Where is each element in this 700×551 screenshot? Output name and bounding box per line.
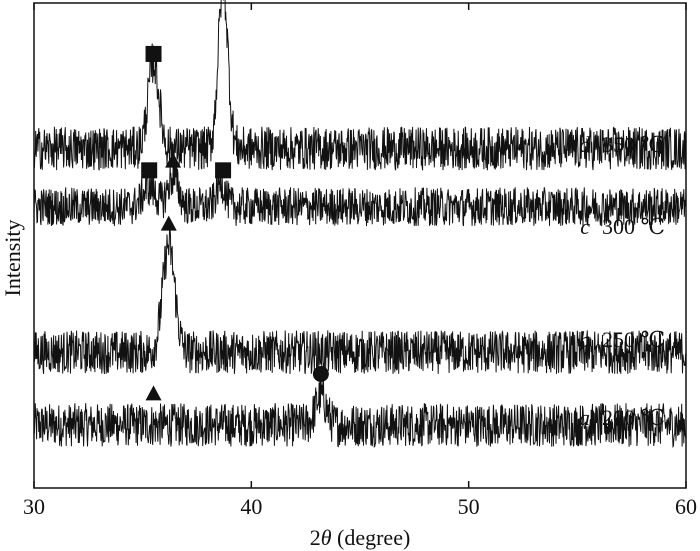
x-tick-label: 60	[675, 494, 697, 519]
series-line-d	[33, 0, 687, 171]
series-line-b	[33, 227, 687, 375]
square-marker	[215, 162, 232, 179]
triangle-marker	[160, 215, 177, 231]
triangle-marker	[165, 152, 182, 168]
triangle-marker	[145, 385, 162, 401]
series-label-letter: d	[579, 132, 591, 157]
x-axis-label: 2θ (degree)	[310, 525, 411, 550]
series-label-letter: c	[580, 214, 590, 239]
series-labels: a 200 ℃ b 250 ℃ c 300 ℃ d 350 ℃	[579, 132, 665, 430]
x-tick-label: 50	[458, 494, 480, 519]
series-label-letter: b	[579, 327, 590, 352]
series-line-c	[33, 164, 687, 227]
square-marker	[145, 45, 162, 62]
plot-area-frame	[33, 2, 687, 489]
series-line-a	[33, 377, 687, 449]
marker-layer	[141, 45, 329, 401]
series-label-temp: 300 ℃	[602, 214, 665, 239]
series-label-temp: 350 ℃	[602, 132, 665, 157]
circle-marker	[312, 366, 329, 383]
series-label-temp: 200 ℃	[602, 405, 665, 430]
square-marker	[141, 162, 158, 179]
series-layer	[33, 0, 687, 449]
x-tick-label: 30	[23, 494, 45, 519]
series-label-letter: a	[579, 405, 590, 430]
series-label-temp: 250 ℃	[602, 327, 665, 352]
x-tick-label: 40	[240, 494, 262, 519]
y-axis-label: Intensity	[0, 220, 25, 297]
x-axis-ticks: 30 40 50 60	[23, 3, 697, 519]
